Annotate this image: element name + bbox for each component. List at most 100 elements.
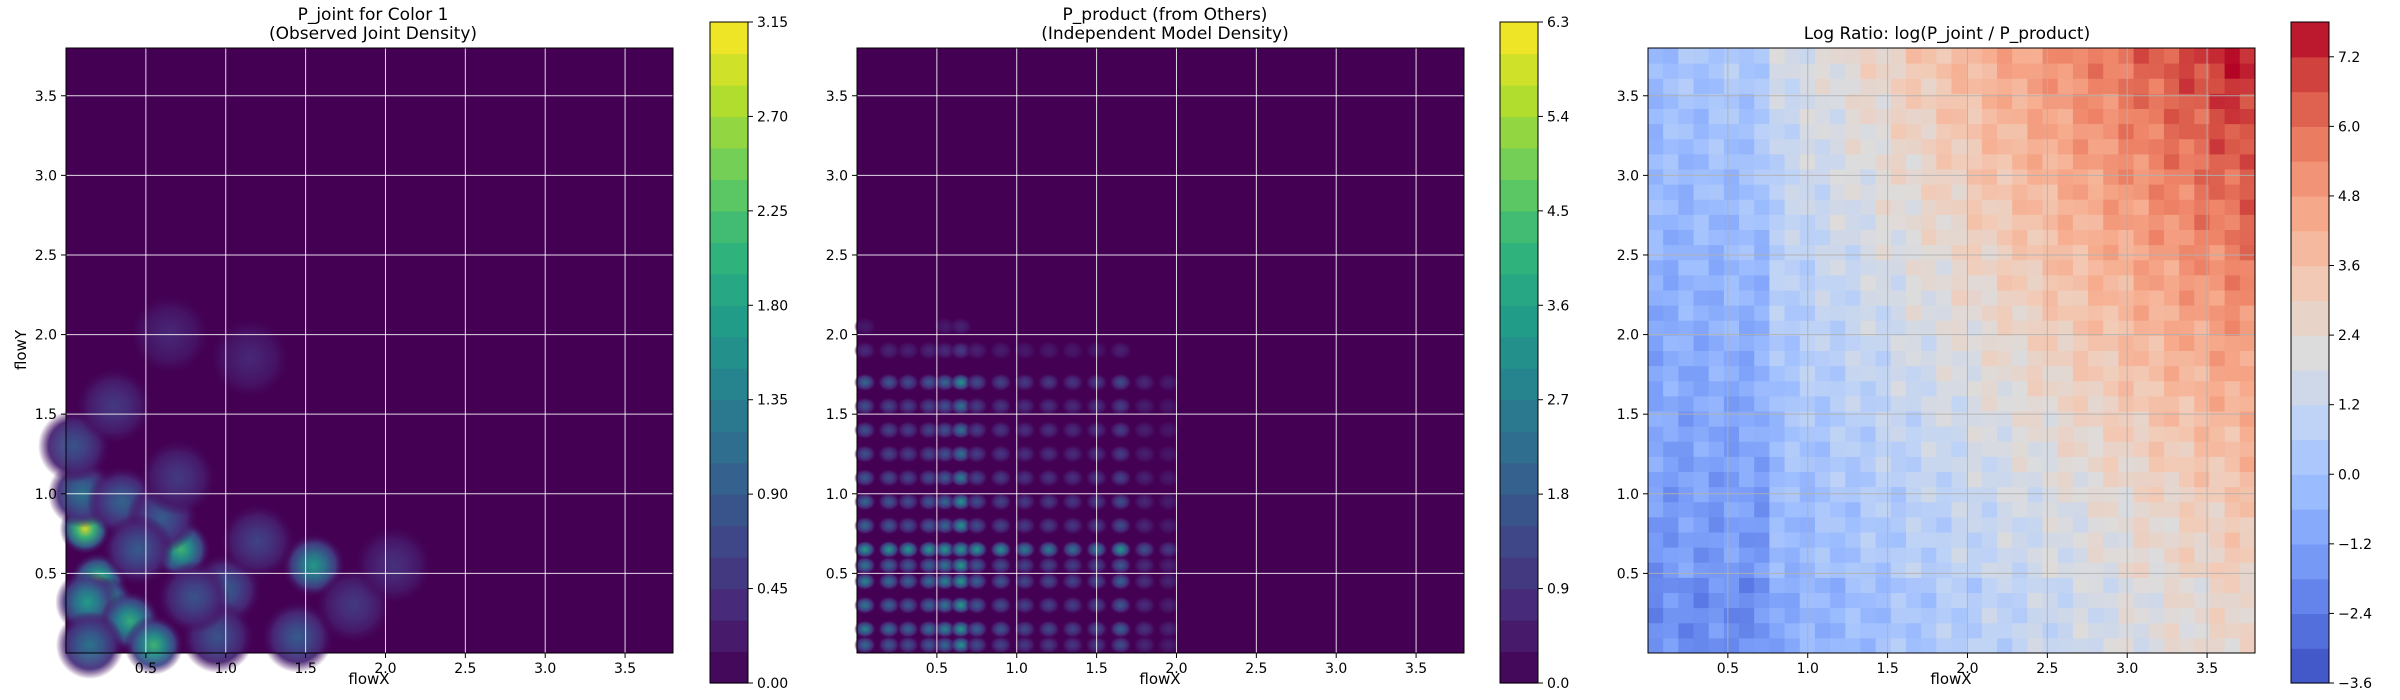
ratio-cell [2179,335,2195,351]
panel-3-xlabel: flowX [1930,670,1971,688]
ratio-cell [1875,441,1892,457]
ratio-cell [1769,622,1786,639]
product-cell [877,492,900,511]
product-cell [965,397,988,416]
product-cell [1109,373,1132,392]
ratio-cell [1936,335,1952,351]
ratio-cell [1830,274,1846,291]
ratio-cell [1997,622,2013,639]
ratio-cell [1905,516,1922,533]
ratio-cell [2088,380,2104,397]
ratio-cell [2209,577,2226,593]
ratio-cell [1951,350,1968,367]
ratio-cell [1875,577,1892,593]
ratio-cell [1936,290,1952,306]
ratio-cell [1921,426,1937,442]
ratio-cell [1981,547,1998,563]
ratio-cell [2194,184,2210,200]
ratio-cell [2209,229,2226,246]
product-cell [933,572,956,591]
ratio-cell [1830,305,1846,321]
ratio-cell [2012,592,2028,609]
colorbar-level [1500,336,1538,369]
ratio-cell [1890,214,1907,230]
ratio-cell [1966,214,1983,230]
product-cell [933,421,956,440]
ratio-cell [1648,365,1664,382]
ratio-cell [1905,305,1922,321]
ratio-cell [1784,637,1801,654]
ratio-cell [1966,547,1983,563]
x-tick-label: 2.5 [454,661,476,677]
ratio-cell [1754,426,1770,442]
ratio-cell [2133,562,2150,578]
ratio-cell [2118,274,2135,291]
ratio-cell [1875,259,1892,276]
ratio-cell [2072,441,2089,457]
ratio-cell [2012,138,2028,155]
ratio-cell [2118,562,2135,578]
ratio-cell [2057,123,2074,140]
ratio-cell [2012,547,2028,563]
ratio-cell [2239,184,2256,200]
ratio-cell [2163,637,2180,654]
ratio-cell [1784,486,1801,503]
x-tick-label: 1.5 [1876,661,1898,677]
ratio-cell [2224,214,2241,230]
ratio-cell [1708,592,1725,609]
ratio-cell [2088,456,2104,472]
product-cell [853,444,876,463]
product-cell [1157,373,1180,392]
ratio-cell [1921,592,1937,609]
ratio-cell [2179,274,2195,291]
ratio-cell [1708,577,1725,593]
colorbar-level [1500,305,1538,338]
ratio-cell [1966,592,1983,609]
x-tick-label: 3.5 [614,661,636,677]
ratio-cell [2103,516,2119,533]
ratio-cell [1754,63,1770,79]
product-cell [949,468,972,487]
colorbar-level [1500,588,1538,621]
ratio-cell [1890,592,1907,609]
ratio-cell [1875,290,1892,306]
ratio-cell [1693,138,1710,155]
ratio-cell [2118,471,2135,488]
ratio-cell [2088,259,2104,276]
ratio-cell [1678,365,1695,382]
ratio-cell [1981,93,1998,109]
ratio-cell [1860,199,1877,215]
ratio-cell [1784,259,1801,276]
ratio-cell [1875,274,1892,291]
ratio-cell [1708,153,1725,170]
ratio-cell [2103,335,2119,351]
ratio-cell [1997,199,2013,215]
ratio-cell [1951,441,1968,457]
ratio-cell [1723,607,1740,624]
product-cell [853,492,876,511]
ratio-cell [1648,259,1664,276]
product-cell [897,572,920,591]
ratio-cell [1663,577,1679,593]
ratio-cell [1739,123,1755,140]
ratio-cell [1648,229,1664,246]
ratio-cell [2224,395,2241,412]
ratio-cell [2042,63,2059,79]
product-cell [949,492,972,511]
ratio-cell [1997,395,2013,412]
ratio-cell [1921,335,1937,351]
ratio-cell [2072,637,2089,654]
ratio-cell [1648,305,1664,321]
x-tick-label: 2.0 [374,661,396,677]
ratio-cell [1860,395,1877,412]
ratio-cell [1997,335,2013,351]
ratio-cell [1966,577,1983,593]
ratio-cell [1981,365,1998,382]
ratio-cell [2209,199,2226,215]
ratio-cell [1769,380,1786,397]
ratio-cell [1663,622,1679,639]
panel-2-title-line-1: P_product (from Others) [1063,5,1268,25]
ratio-cell [1784,214,1801,230]
ratio-cell [1693,48,1710,64]
ratio-cell [1830,637,1846,654]
